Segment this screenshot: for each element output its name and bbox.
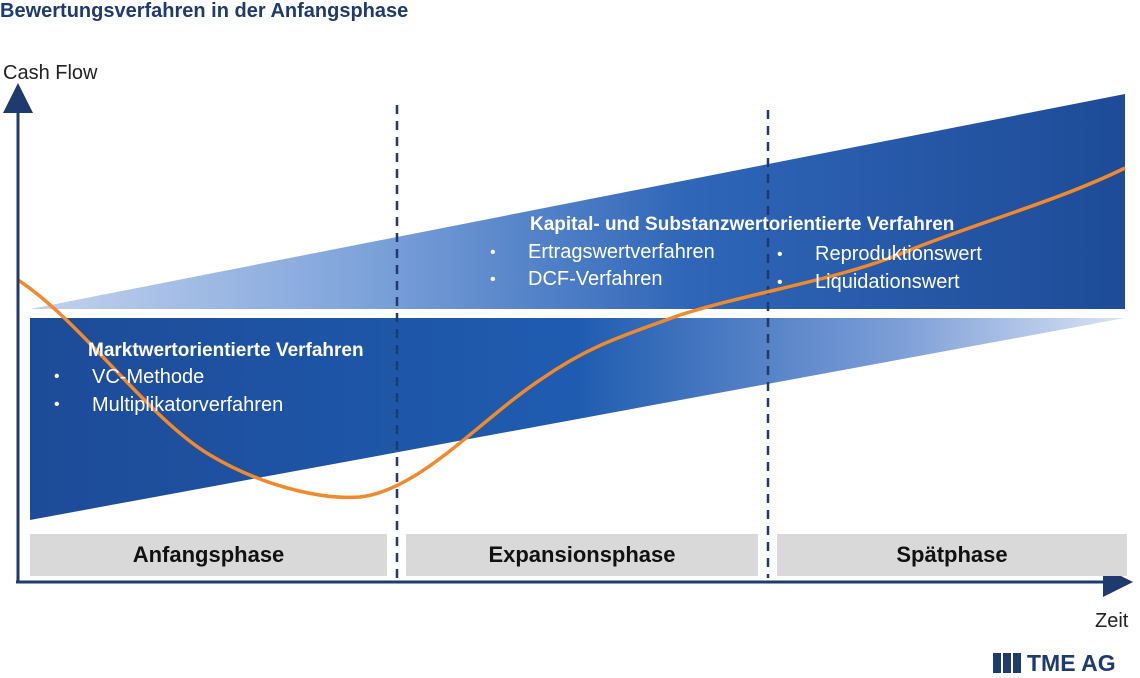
lower-item-multiplikator: Multiplikatorverfahren	[92, 394, 284, 416]
cash-flow-curve	[17, 166, 1126, 500]
lower-band-heading: Marktwertorientierte Verfahren	[88, 340, 364, 361]
company-logo: TME AG	[993, 649, 1116, 676]
lower-band	[30, 318, 1125, 520]
upper-item-ertragswert: Ertragswertverfahren	[528, 241, 715, 263]
logo-text: TME AG	[1027, 649, 1116, 676]
logo-mark-icon	[993, 653, 1021, 673]
upper-band-heading: Kapital- und Substanzwertorientierte Ver…	[530, 214, 955, 235]
phase-box-expansionsphase: Expansionsphase	[406, 534, 758, 576]
bullet-icon: •	[490, 244, 496, 261]
upper-item-reproduktionswert: Reproduktionswert	[815, 243, 982, 265]
bullet-icon: •	[54, 368, 60, 385]
page-title: Bewertungsverfahren in der Anfangsphase	[0, 0, 409, 22]
phase-box-spaetphase: Spätphase	[777, 534, 1127, 576]
bullet-icon: •	[54, 396, 60, 413]
upper-band	[30, 94, 1125, 309]
x-axis-label: Zeit	[1095, 610, 1129, 632]
bullet-icon: •	[490, 271, 496, 288]
lower-item-vc-methode: VC-Methode	[92, 366, 205, 388]
bullet-icon: •	[777, 274, 783, 291]
upper-item-dcf: DCF-Verfahren	[528, 268, 663, 290]
phase-box-anfangsphase: Anfangsphase	[30, 534, 387, 576]
bullet-icon: •	[777, 246, 783, 263]
y-axis-label: Cash Flow	[3, 62, 98, 84]
upper-item-liquidationswert: Liquidationswert	[815, 271, 960, 293]
